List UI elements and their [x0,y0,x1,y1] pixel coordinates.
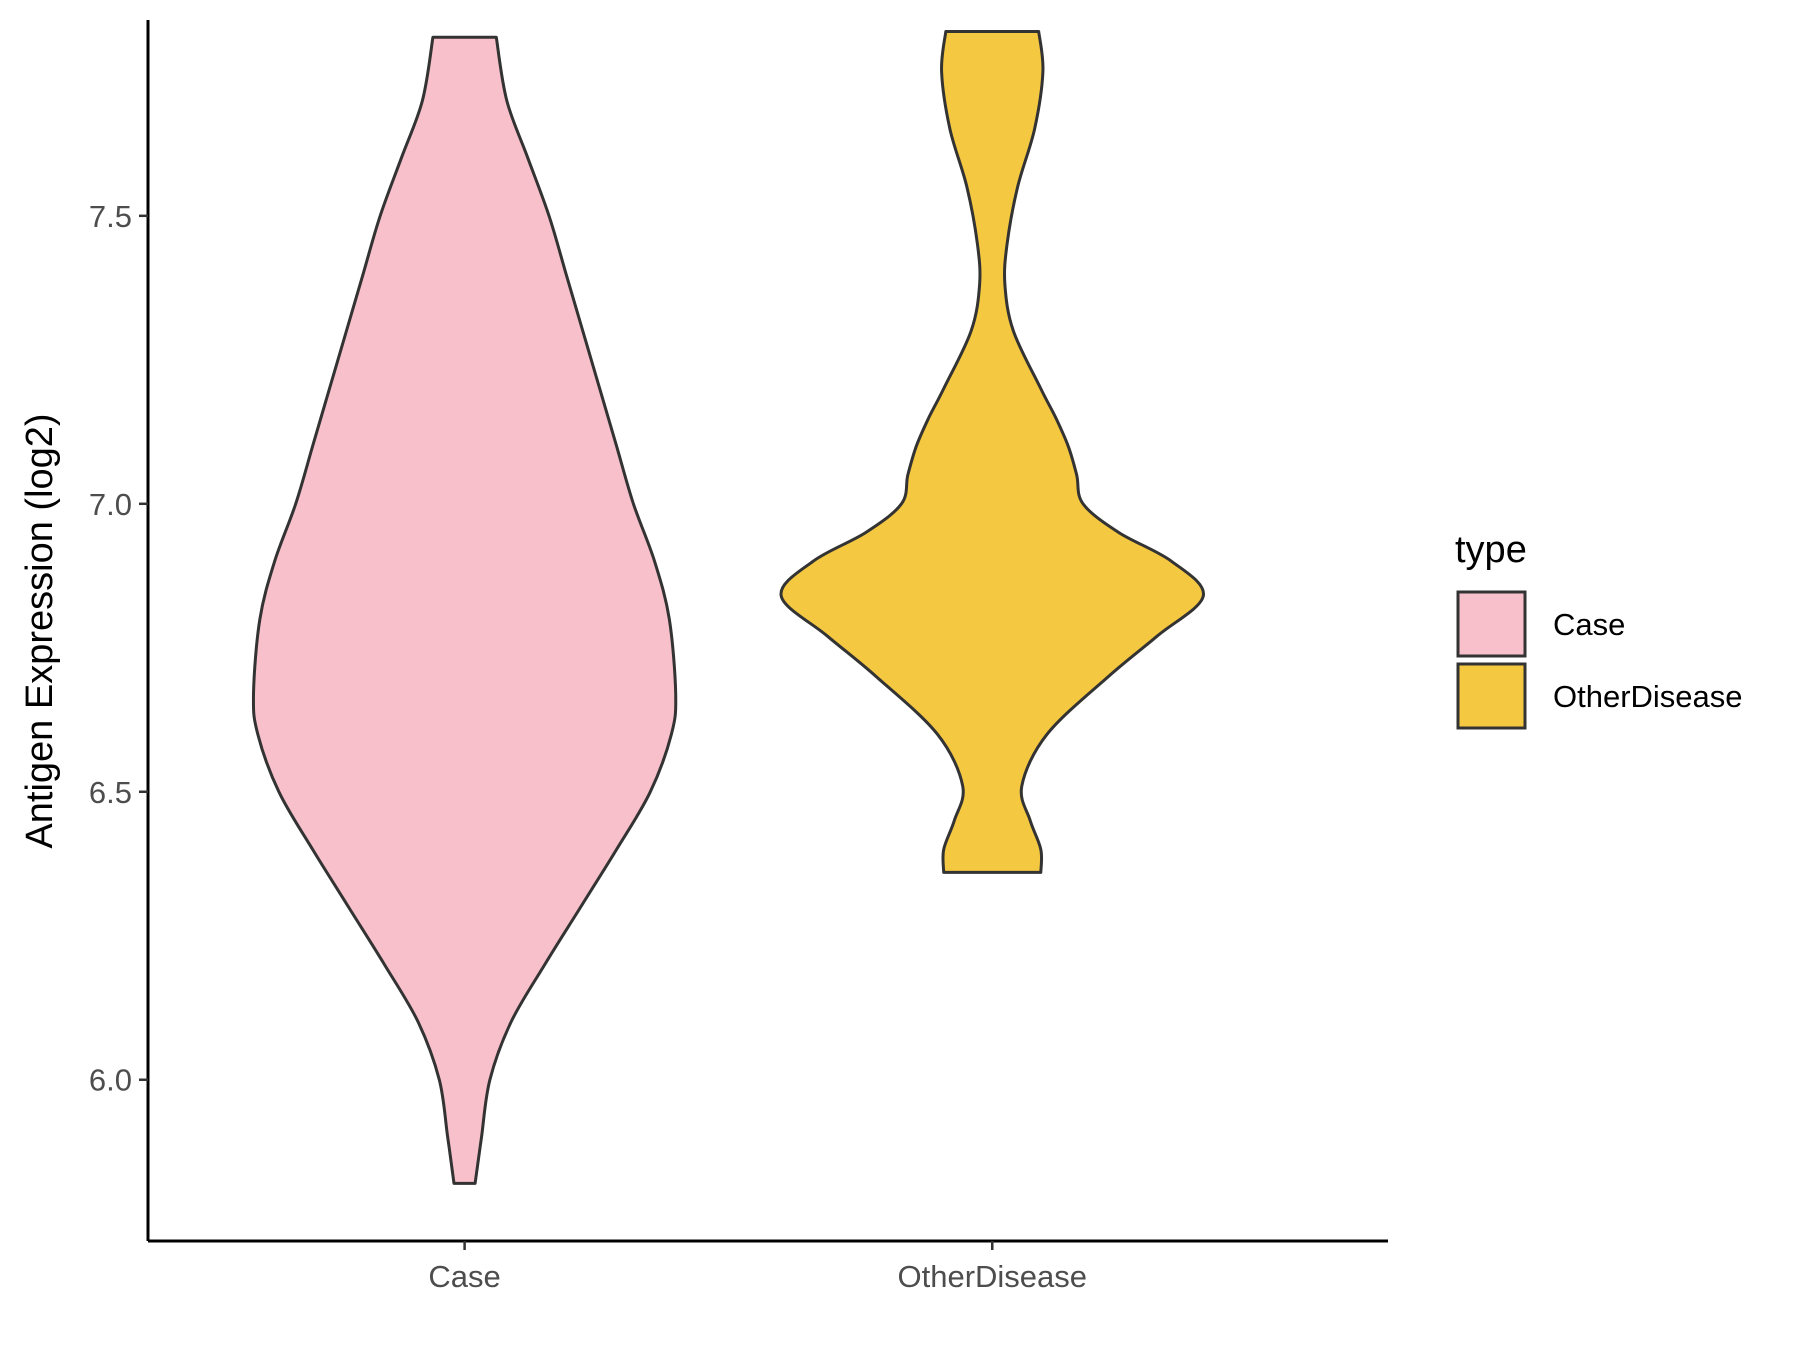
legend: type Case OtherDisease [1455,529,1743,730]
y-axis-ticks: 6.0 6.5 7.0 7.5 [89,199,148,1098]
legend-swatch-case [1456,590,1527,658]
legend-swatch-otherdisease [1456,662,1527,730]
legend-title: type [1455,529,1527,571]
y-axis-title: Antigen Expression (log2) [19,413,61,848]
legend-label: OtherDisease [1553,679,1743,714]
legend-items: Case OtherDisease [1456,590,1743,730]
x-tick-label: OtherDisease [897,1259,1087,1294]
legend-label: Case [1553,607,1625,642]
violin-case [251,35,678,1185]
x-tick-label: Case [428,1259,500,1294]
y-tick-label: 6.0 [89,1063,132,1098]
y-tick-label: 7.0 [89,487,132,522]
violins-layer [251,30,1205,1185]
x-axis-ticks: Case OtherDisease [428,1241,1087,1294]
y-tick-label: 7.5 [89,199,132,234]
y-tick-label: 6.5 [89,775,132,810]
violin-otherdisease [779,30,1205,874]
